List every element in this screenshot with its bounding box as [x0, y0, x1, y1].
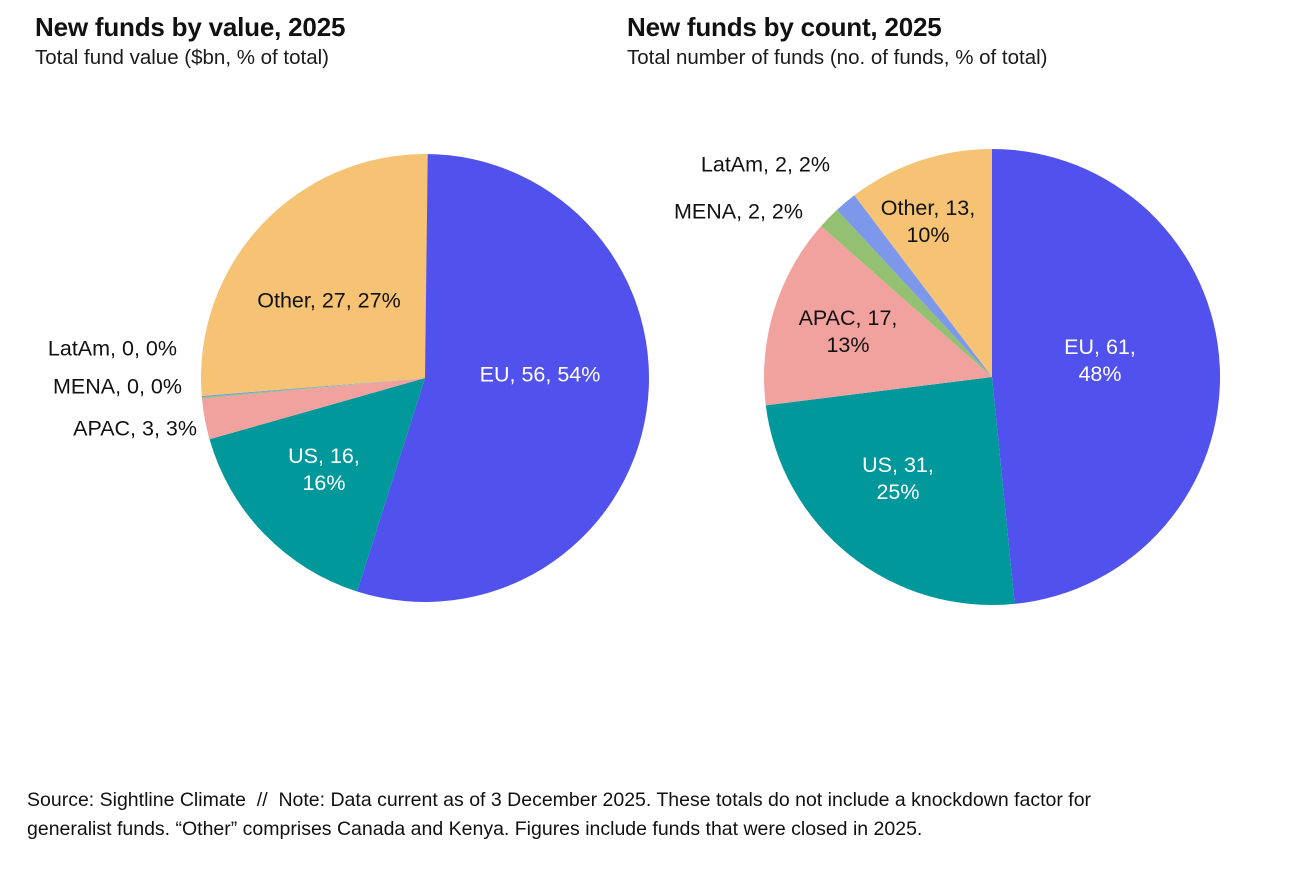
pie-value-slice-eu [357, 154, 649, 602]
left-chart-subtitle: Total fund value ($bn, % of total) [35, 46, 330, 69]
pie-count-slice-apac [764, 226, 992, 406]
pie-value-label-latam: LatAm, 0, 0% [48, 337, 177, 361]
pie-count-slice-us [765, 377, 1015, 606]
pie-value-label-mena: MENA, 0, 0% [53, 375, 182, 399]
pie-value-slice-other [201, 154, 428, 396]
pie-count-label-mena: MENA, 2, 2% [674, 200, 803, 224]
pie-value-label-us: US, 16, 16% [288, 444, 360, 495]
pie-value-label-apac: APAC, 3, 3% [73, 417, 197, 441]
pie-count-slice-mena [821, 209, 992, 377]
pie-count-slice-eu [992, 149, 1221, 604]
pie-count-label-apac: APAC, 17, 13% [799, 306, 898, 357]
pie-count-slice-other [854, 149, 992, 377]
pie-count-label-latam: LatAm, 2, 2% [701, 153, 830, 177]
source-note: Source: Sightline Climate // Note: Data … [27, 786, 1277, 844]
pie-value-slice-apac [201, 378, 425, 440]
source-note-line-2: generalist funds. “Other” comprises Cana… [27, 818, 923, 840]
pie-count-label-other: Other, 13, 10% [881, 196, 975, 247]
right-chart-subtitle: Total number of funds (no. of funds, % o… [627, 46, 1048, 69]
pie-value-label-eu: EU, 56, 54% [480, 363, 601, 387]
pie-count-slice-latam [836, 195, 992, 377]
pie-value-slice-mena [201, 378, 425, 399]
right-chart-title: New funds by count, 2025 [627, 12, 942, 42]
left-chart-header: New funds by value, 2025 Total fund valu… [35, 12, 345, 70]
source-note-line-1: Source: Sightline Climate // Note: Data … [27, 789, 1092, 811]
pie-value-slice-latam [201, 378, 425, 398]
pie-value-slice-us [209, 378, 425, 592]
pie-value-label-other: Other, 27, 27% [257, 289, 400, 313]
pie-count-label-eu: EU, 61, 48% [1064, 335, 1136, 386]
right-chart-header: New funds by count, 2025 Total number of… [627, 12, 1047, 70]
left-chart-title: New funds by value, 2025 [35, 12, 346, 42]
pie-count-label-us: US, 31, 25% [862, 453, 934, 504]
